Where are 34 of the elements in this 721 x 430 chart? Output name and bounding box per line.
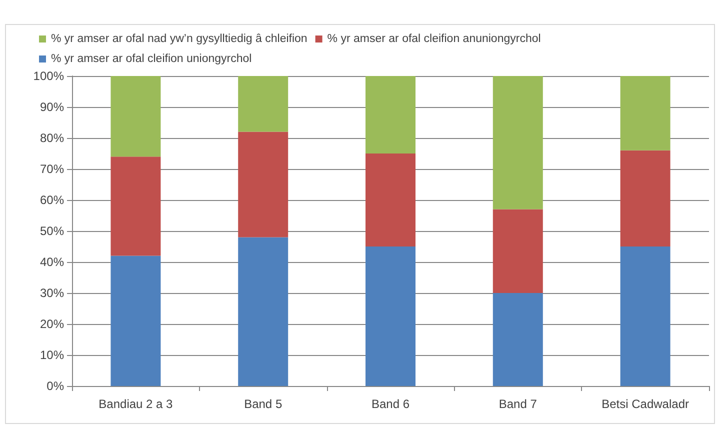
legend-label: % yr amser ar ofal cleifion anuniongyrchol xyxy=(327,33,541,45)
y-tick-label: 10% xyxy=(40,348,64,362)
bar xyxy=(620,76,670,150)
legend-label: % yr amser ar ofal nad yw’n gysylltiedig â chleifion xyxy=(51,33,308,45)
bar xyxy=(110,76,161,157)
bar xyxy=(110,256,161,386)
bar xyxy=(366,246,416,386)
x-tick-label: Band 6 xyxy=(371,397,410,411)
x-tick-label: Betsi Cadwaladr xyxy=(602,397,689,411)
legend-label: % yr amser ar ofal cleifion uniongyrchol xyxy=(51,53,252,65)
y-tick-label: 40% xyxy=(40,255,64,269)
bar xyxy=(620,246,670,386)
bar xyxy=(238,132,288,238)
bar xyxy=(492,76,543,210)
bar xyxy=(366,154,416,246)
y-tick-label: 90% xyxy=(40,100,64,114)
bar xyxy=(238,76,288,132)
y-tick-label: 20% xyxy=(40,317,64,331)
bar xyxy=(620,150,670,246)
y-tick-label: 50% xyxy=(40,224,64,238)
x-tick-label: Band 5 xyxy=(244,397,282,411)
y-tick-label: 30% xyxy=(40,286,64,300)
y-tick-label: 80% xyxy=(40,131,64,145)
x-tick-label: Bandiau 2 a 3 xyxy=(98,397,174,411)
y-tick-label: 70% xyxy=(40,162,64,176)
y-tick-label: 0% xyxy=(46,379,64,393)
y-tick-label: 100% xyxy=(33,69,64,83)
bar xyxy=(238,237,288,386)
bar xyxy=(110,156,161,256)
bar xyxy=(492,293,543,386)
y-tick-label: 60% xyxy=(40,193,64,207)
x-tick-label: Band 7 xyxy=(498,397,538,411)
bar xyxy=(492,209,543,293)
bar xyxy=(366,76,416,154)
